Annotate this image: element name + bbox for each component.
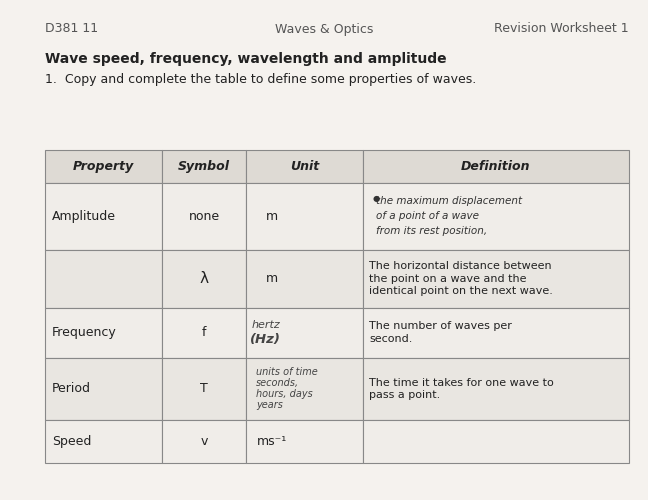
Text: v: v: [200, 434, 208, 448]
Text: hours, days: hours, days: [256, 389, 313, 399]
Text: Speed: Speed: [52, 434, 91, 448]
Text: Frequency: Frequency: [52, 326, 117, 339]
Bar: [363, 182, 629, 250]
Text: units of time: units of time: [256, 367, 318, 377]
Text: hertz: hertz: [251, 320, 280, 330]
Bar: [246, 308, 363, 358]
Text: pass a point.: pass a point.: [369, 390, 441, 400]
Text: Wave speed, frequency, wavelength and amplitude: Wave speed, frequency, wavelength and am…: [45, 52, 447, 66]
Text: The horizontal distance between: The horizontal distance between: [369, 261, 552, 271]
Text: Symbol: Symbol: [178, 160, 230, 173]
Text: m: m: [266, 210, 278, 223]
Bar: [45, 150, 162, 182]
Text: Amplitude: Amplitude: [52, 210, 116, 223]
Text: D381 11: D381 11: [45, 22, 98, 36]
Bar: [45, 182, 162, 250]
Text: from its rest position,: from its rest position,: [376, 226, 487, 236]
Text: (Hz): (Hz): [250, 334, 281, 346]
Bar: [162, 150, 246, 182]
Text: Waves & Optics: Waves & Optics: [275, 22, 373, 36]
Bar: [246, 420, 363, 463]
Text: seconds,: seconds,: [256, 378, 299, 388]
Text: ●: ●: [373, 194, 380, 203]
Bar: [162, 358, 246, 420]
Text: f: f: [202, 326, 206, 339]
Bar: [363, 420, 629, 463]
Text: 1.  Copy and complete the table to define some properties of waves.: 1. Copy and complete the table to define…: [45, 72, 477, 86]
Text: Unit: Unit: [290, 160, 319, 173]
Text: The time it takes for one wave to: The time it takes for one wave to: [369, 378, 554, 388]
Bar: [363, 308, 629, 358]
Bar: [363, 150, 629, 182]
Text: The number of waves per: The number of waves per: [369, 321, 512, 331]
Text: Revision Worksheet 1: Revision Worksheet 1: [494, 22, 629, 36]
Bar: [246, 182, 363, 250]
Bar: [162, 308, 246, 358]
Text: ms⁻¹: ms⁻¹: [257, 434, 287, 448]
Bar: [246, 250, 363, 308]
Text: second.: second.: [369, 334, 413, 344]
Text: Definition: Definition: [461, 160, 531, 173]
Bar: [162, 182, 246, 250]
Text: Period: Period: [52, 382, 91, 395]
Text: T: T: [200, 382, 208, 395]
Bar: [246, 358, 363, 420]
Text: λ: λ: [200, 271, 209, 286]
Text: years: years: [256, 400, 283, 410]
Bar: [45, 358, 162, 420]
Bar: [45, 308, 162, 358]
Bar: [363, 358, 629, 420]
Bar: [363, 250, 629, 308]
Bar: [162, 420, 246, 463]
Text: of a point of a wave: of a point of a wave: [376, 211, 479, 221]
Text: none: none: [189, 210, 220, 223]
Bar: [45, 420, 162, 463]
Text: m: m: [266, 272, 278, 285]
Bar: [246, 150, 363, 182]
Text: the maximum displacement: the maximum displacement: [376, 196, 522, 206]
Bar: [162, 250, 246, 308]
Text: identical point on the next wave.: identical point on the next wave.: [369, 286, 553, 296]
Text: the point on a wave and the: the point on a wave and the: [369, 274, 527, 284]
Bar: [45, 250, 162, 308]
Text: Property: Property: [73, 160, 134, 173]
